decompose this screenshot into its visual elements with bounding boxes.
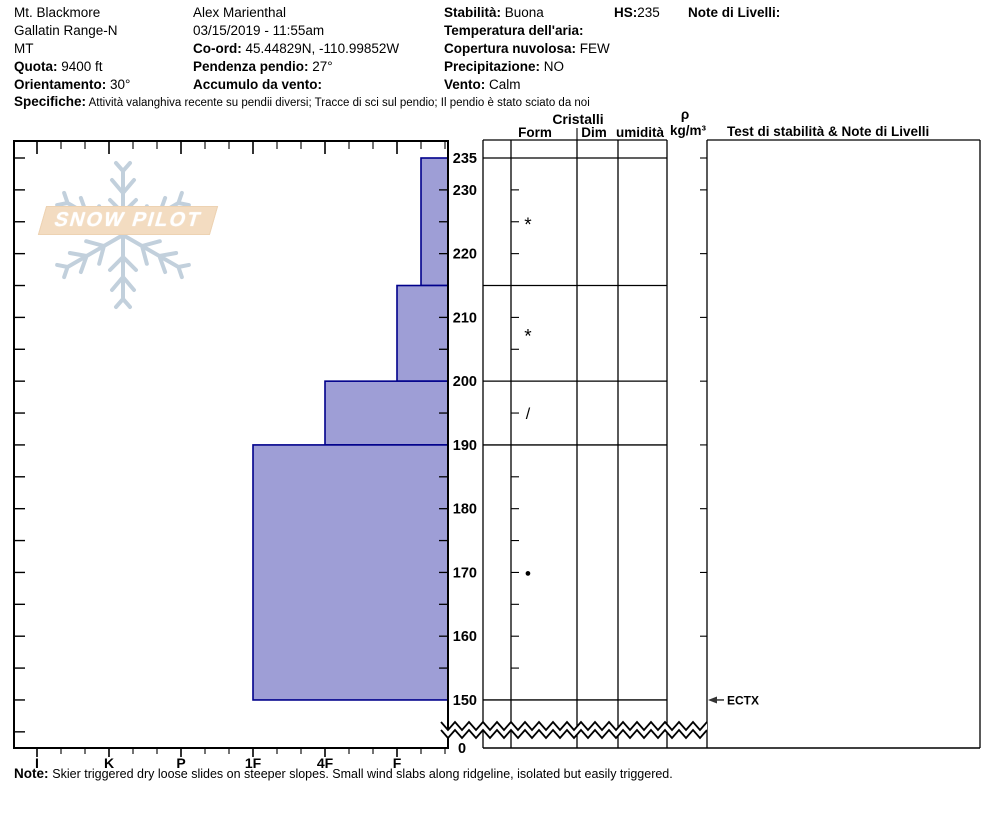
header-field: Mt. Blackmore (14, 5, 100, 21)
header-field-value: 03/15/2019 - 11:55am (193, 23, 325, 38)
header-field-value: Mt. Blackmore (14, 5, 101, 20)
humidity-column-header: umidità (616, 125, 664, 140)
axis-break-zigzag-top (440, 720, 708, 732)
stability-test-label: ECTX (727, 693, 759, 707)
hardness-bar-layer (252, 444, 449, 701)
header-field-value: Calm (489, 77, 521, 92)
header-field: Temperatura dell'aria: (444, 23, 584, 39)
depth-axis-label: 200 (453, 374, 477, 390)
depth-axis-label: 170 (453, 565, 477, 581)
hardness-axis-label: 1F (245, 755, 262, 771)
note-label: Note: (14, 766, 49, 781)
hardness-axis-label: P (176, 755, 185, 771)
header-field-label: Note di Livelli: (688, 5, 781, 20)
depth-axis-label: 190 (453, 438, 477, 454)
header-field-value: MT (14, 41, 34, 56)
header-field-label: Co-ord: (193, 41, 242, 56)
tests-panel-header: Test di stabilità & Note di Livelli (727, 124, 929, 139)
grain-form-symbol-PP: * (524, 326, 532, 347)
density-unit-header: kg/m³ (670, 123, 707, 138)
header-field-label: Stabilità: (444, 5, 502, 20)
hardness-bar-layer (396, 284, 449, 382)
header-field: Pendenza pendio: 27° (193, 59, 333, 75)
grain-form-symbol-RG: ● (525, 567, 532, 579)
plot-border (13, 140, 449, 749)
depth-axis-label: 235 (453, 151, 477, 167)
depth-axis-label: 230 (453, 183, 477, 199)
header-field-value: 235 (637, 5, 660, 20)
header-field: Stabilità: Buona (444, 5, 544, 21)
density-header: ρ (681, 107, 689, 122)
specifiche-value: Attività valanghiva recente su pendii di… (86, 97, 590, 109)
header-field-value: Gallatin Range-N (14, 23, 118, 38)
axis-break-zigzag-bottom (440, 728, 708, 740)
header-field-value: Buona (504, 5, 544, 20)
stability-test-arrow-head (708, 696, 717, 704)
header-field-label: Copertura nuvolosa: (444, 41, 577, 56)
header-field-label: Pendenza pendio: (193, 59, 309, 74)
grain-form-symbol-DF: / (526, 406, 531, 423)
header-field: Note di Livelli: (688, 5, 780, 21)
header-field-value: 27° (312, 59, 333, 74)
depth-axis-label: 180 (453, 502, 477, 518)
header-field: Precipitazione: NO (444, 59, 564, 75)
header-field-value: 45.44829N, -110.99852W (245, 41, 400, 56)
header-field: MT (14, 41, 34, 57)
header-field: Orientamento: 30° (14, 77, 130, 93)
bottom-note: Note: Skier triggered dry loose slides o… (14, 766, 673, 781)
header-field: 03/15/2019 - 11:55am (193, 23, 324, 39)
depth-axis-label: 150 (453, 693, 477, 709)
hardness-axis-label: I (35, 755, 39, 771)
header-field-label: Temperatura dell'aria: (444, 23, 584, 38)
header-field-value: NO (543, 59, 565, 74)
crystals-group-header: Cristalli (552, 111, 603, 127)
header-field-label: Precipitazione: (444, 59, 541, 74)
hardness-axis-label: K (104, 755, 114, 771)
dim-column-header: Dim (581, 125, 607, 140)
specifiche-label: Specifiche: (14, 94, 87, 109)
header-field-label: Orientamento: (14, 77, 107, 92)
specifiche-line: Specifiche: Attività valanghiva recente … (14, 94, 590, 111)
form-column-header: Form (518, 125, 552, 140)
note-text: Skier triggered dry loose slides on stee… (52, 767, 673, 781)
header-field-label: Accumulo da vento: (193, 77, 323, 92)
header-field: Co-ord: 45.44829N, -110.99852W (193, 41, 399, 57)
depth-axis-label: 220 (453, 247, 477, 263)
hardness-bar-layer (324, 380, 449, 446)
header-field: Accumulo da vento: (193, 77, 322, 93)
header-field: Copertura nuvolosa: FEW (444, 41, 610, 57)
grain-form-symbol-PP: * (524, 215, 532, 236)
depth-axis-label: 160 (453, 629, 477, 645)
header-field: Quota: 9400 ft (14, 59, 103, 75)
header-field-value: FEW (579, 41, 610, 56)
depth-axis-zero-label: 0 (458, 741, 466, 757)
header-field-value: 9400 ft (61, 59, 103, 74)
header-field: Gallatin Range-N (14, 23, 118, 39)
header-field-value: 30° (110, 77, 131, 92)
hardness-axis-label: 4F (317, 755, 334, 771)
header-field: Vento: Calm (444, 77, 521, 93)
header-field-value: Alex Marienthal (193, 5, 287, 20)
header-field-label: HS: (614, 5, 638, 20)
header-field-label: Quota: (14, 59, 58, 74)
header-field: HS:235 (614, 5, 660, 21)
header-field: Alex Marienthal (193, 5, 286, 21)
depth-axis-label: 210 (453, 310, 477, 326)
header-field-label: Vento: (444, 77, 486, 92)
hardness-axis-label: F (393, 755, 402, 771)
